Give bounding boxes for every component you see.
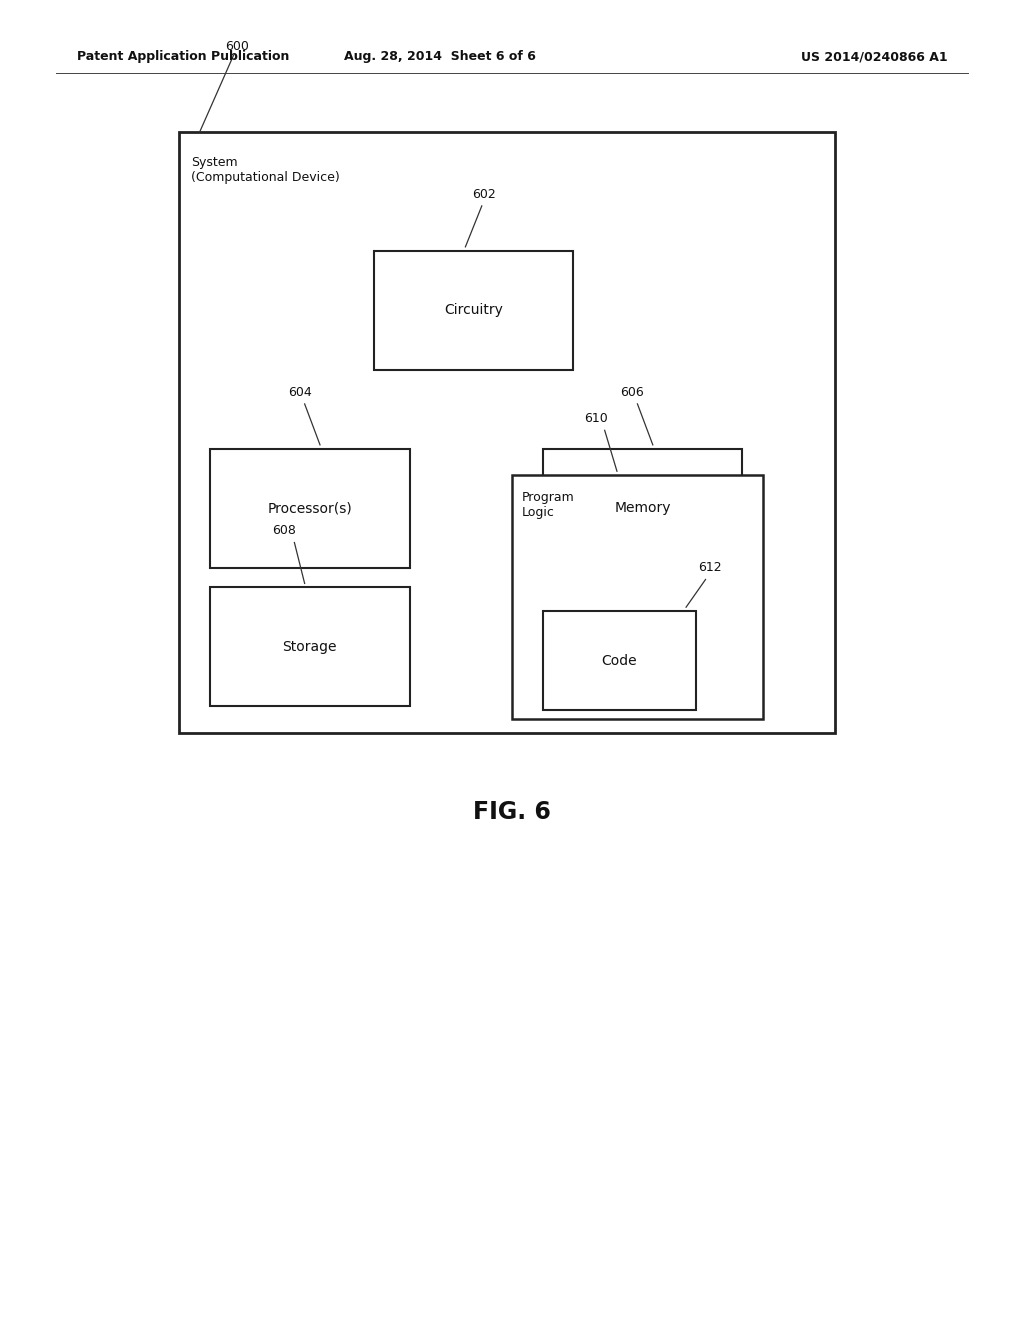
Text: Patent Application Publication: Patent Application Publication <box>77 50 289 63</box>
Text: Processor(s): Processor(s) <box>267 502 352 515</box>
Text: 602: 602 <box>472 187 496 201</box>
Text: 604: 604 <box>288 385 311 399</box>
Bar <box>210 587 410 706</box>
Text: Memory: Memory <box>614 502 671 515</box>
Text: 612: 612 <box>697 561 722 574</box>
Text: Storage: Storage <box>283 640 337 653</box>
Text: US 2014/0240866 A1: US 2014/0240866 A1 <box>801 50 947 63</box>
Text: Aug. 28, 2014  Sheet 6 of 6: Aug. 28, 2014 Sheet 6 of 6 <box>344 50 537 63</box>
Text: Circuitry: Circuitry <box>444 304 503 317</box>
Text: 610: 610 <box>585 412 608 425</box>
Bar <box>374 251 573 370</box>
Bar <box>179 132 835 733</box>
Text: Program
Logic: Program Logic <box>522 491 575 519</box>
Text: 606: 606 <box>621 385 644 399</box>
Text: 608: 608 <box>272 524 296 537</box>
Text: Code: Code <box>602 653 637 668</box>
Bar <box>210 449 410 568</box>
Bar <box>543 449 742 568</box>
Text: FIG. 6: FIG. 6 <box>473 800 551 824</box>
Bar <box>543 611 696 710</box>
Text: 600: 600 <box>225 40 249 53</box>
Text: System
(Computational Device): System (Computational Device) <box>191 156 340 183</box>
Bar <box>512 475 763 719</box>
